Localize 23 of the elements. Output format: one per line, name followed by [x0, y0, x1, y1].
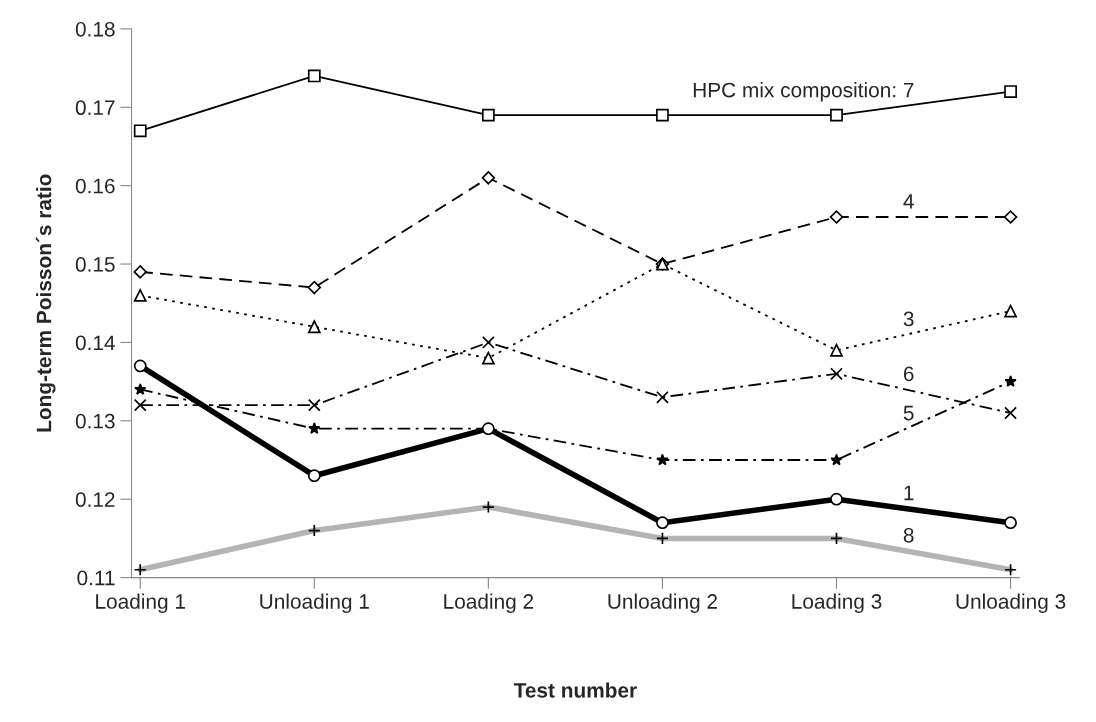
series-label: 1 [904, 485, 914, 501]
x-tick-label: Loading 1 [96, 593, 185, 613]
x-tick-label: Loading 3 [792, 593, 882, 613]
series-label: 6 [903, 366, 914, 382]
y-axis-title: Long-term Poisson´s ratio [35, 174, 56, 432]
x-tick-label: Loading 2 [444, 593, 534, 613]
series-label: 5 [903, 405, 914, 421]
y-tick-label: 0.14 [75, 335, 115, 351]
x-tick-label: Unloading 1 [260, 593, 369, 613]
y-tick-label: 0.15 [75, 257, 115, 272]
y-tick-label: 0.16 [75, 178, 115, 194]
x-tick-label: Unloading 2 [608, 593, 717, 613]
y-tick-label: 0.17 [75, 100, 115, 116]
series-label: HPC mix composition: 7 [693, 82, 914, 102]
series-label: 8 [903, 527, 914, 543]
x-axis-title: Test number [513, 682, 637, 698]
series-label: 4 [903, 194, 914, 209]
y-tick-label: 0.11 [77, 570, 115, 586]
y-tick-label: 0.18 [75, 21, 115, 37]
y-tick-label: 0.13 [75, 413, 115, 429]
y-tick-label: 0.12 [75, 492, 115, 507]
x-tick-label: Unloading 3 [956, 593, 1066, 613]
series-label: 3 [903, 311, 914, 327]
